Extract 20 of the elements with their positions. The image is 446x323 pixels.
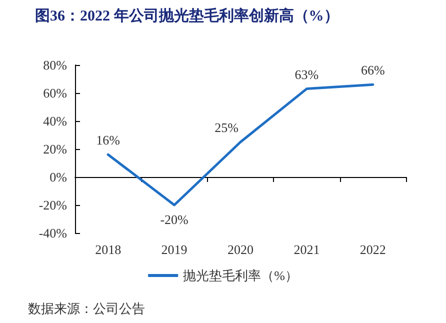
x-tick-label: 2018 xyxy=(95,242,122,257)
y-tick-label: 80% xyxy=(43,58,68,72)
x-tick-label: 2019 xyxy=(161,242,188,257)
data-label: 66% xyxy=(360,62,385,78)
x-tick-label: 2020 xyxy=(228,242,254,257)
y-tick-label: -40% xyxy=(38,226,68,240)
chart-title: 图36：2022 年公司抛光垫毛利率创新高（%） xyxy=(35,6,339,24)
y-tick-label: 60% xyxy=(43,86,68,100)
y-tick-label: 20% xyxy=(43,142,68,156)
x-tick-label: 2021 xyxy=(294,242,320,257)
data-label: -20% xyxy=(160,212,189,227)
y-tick-label: -20% xyxy=(38,198,68,212)
data-label: 16% xyxy=(96,132,120,148)
y-tick-label: 0% xyxy=(50,170,68,184)
legend-label: 抛光垫毛利率（%） xyxy=(183,268,298,283)
data-label: 63% xyxy=(294,66,319,82)
data-label: 25% xyxy=(214,120,239,135)
y-tick-label: 40% xyxy=(43,114,68,128)
x-tick-label: 2022 xyxy=(360,242,386,257)
source-note: 数据来源：公司公告 xyxy=(28,301,145,316)
